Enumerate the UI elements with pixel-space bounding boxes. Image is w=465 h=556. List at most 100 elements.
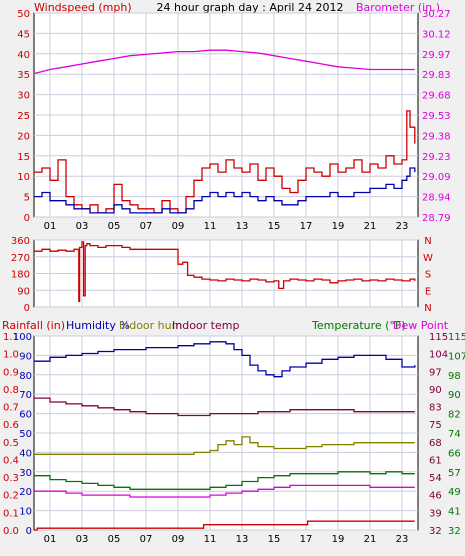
- rainfall-tick-label: 0.7: [3, 403, 19, 414]
- x-tick-label: 01: [44, 221, 57, 232]
- x-tick-label: 15: [268, 534, 281, 545]
- rainfall-axis-title: Rainfall (in): [2, 319, 65, 332]
- humidity-tick-label: 100: [13, 332, 32, 343]
- indoor-temp-tick-label: 32: [429, 526, 442, 537]
- temperature-axis-title: Temperature (°F): [311, 319, 406, 332]
- indoor-temp-tick-label: 75: [429, 420, 442, 431]
- series-line-humidity: [34, 341, 416, 378]
- compass-tick-label: W: [423, 253, 433, 264]
- chart-title: 24 hour graph day : April 24 2012: [157, 1, 344, 14]
- x-tick-label: 07: [140, 221, 153, 232]
- x-tick-label: 17: [300, 534, 313, 545]
- indoor-temp-tick-label: 90: [429, 385, 442, 396]
- x-tick-label: 19: [332, 534, 345, 545]
- temperature-tick-label: 57: [448, 468, 461, 479]
- barometer-tick-label: 28.79: [422, 213, 451, 224]
- x-tick-label: 19: [332, 221, 345, 232]
- barometer-tick-label: 29.23: [422, 152, 451, 163]
- series-line-rainfall: [34, 520, 415, 531]
- indoor-temp-tick-label: 115: [429, 332, 448, 343]
- compass-tick-label: E: [425, 286, 431, 297]
- humidity-tick-label: 80: [19, 371, 32, 382]
- compass-tick-label: S: [425, 270, 431, 281]
- direction-tick-label: 360: [11, 236, 30, 247]
- direction-tick-label: 270: [11, 253, 30, 264]
- direction-tick-label: 0: [24, 303, 30, 314]
- barometer-tick-label: 29.09: [422, 172, 451, 183]
- humidity-tick-label: 60: [19, 410, 32, 421]
- indoor-temp-tick-label: 39: [429, 508, 442, 519]
- temperature-tick-label: 74: [448, 429, 461, 440]
- x-tick-label: 11: [204, 221, 217, 232]
- rainfall-tick-label: 0.9: [3, 367, 19, 378]
- temperature-tick-label: 82: [448, 410, 461, 421]
- x-tick-label: 15: [268, 221, 281, 232]
- direction-tick-label: 180: [11, 270, 30, 281]
- windspeed-tick-label: 40: [17, 50, 30, 61]
- windspeed-tick-label: 10: [17, 172, 30, 183]
- x-tick-label: 03: [76, 221, 89, 232]
- humidity-tick-label: 0: [26, 526, 32, 537]
- rainfall-tick-label: 0.8: [3, 385, 19, 396]
- barometer-axis-title: Barometer (in.): [356, 1, 440, 14]
- windspeed-tick-label: 15: [17, 152, 30, 163]
- series-line-indoor-hum: [34, 436, 415, 455]
- rainfall-tick-label: 0.4: [3, 455, 19, 466]
- humidity-tick-label: 20: [19, 487, 32, 498]
- barometer-tick-label: 28.94: [422, 193, 451, 204]
- temperature-tick-label: 49: [448, 487, 461, 498]
- rainfall-tick-label: 0.0: [3, 526, 19, 537]
- direction-tick-label: 90: [17, 286, 30, 297]
- windspeed-tick-label: 45: [17, 29, 30, 40]
- series-line-wind-gust: [34, 167, 416, 214]
- barometer-tick-label: 29.53: [422, 111, 451, 122]
- indoor-temp-axis-title: Indoor temp: [172, 319, 239, 332]
- barometer-tick-label: 29.97: [422, 50, 451, 61]
- windspeed-tick-label: 50: [17, 9, 30, 20]
- indoor-temp-tick-label: 83: [429, 403, 442, 414]
- x-tick-label: 07: [140, 534, 153, 545]
- x-tick-label: 05: [108, 221, 121, 232]
- rainfall-tick-label: 0.1: [3, 508, 19, 519]
- x-tick-label: 03: [76, 534, 89, 545]
- rainfall-tick-label: 0.6: [3, 420, 19, 431]
- humidity-tick-label: 70: [19, 390, 32, 401]
- humidity-tick-label: 40: [19, 448, 32, 459]
- indoor-temp-tick-label: 46: [429, 491, 442, 502]
- compass-tick-label: N: [424, 236, 431, 247]
- x-tick-label: 09: [172, 221, 185, 232]
- humidity-tick-label: 90: [19, 351, 32, 362]
- windspeed-tick-label: 30: [17, 91, 30, 102]
- windspeed-tick-label: 5: [24, 193, 30, 204]
- barometer-tick-label: 29.83: [422, 70, 451, 81]
- rainfall-tick-label: 0.5: [3, 438, 19, 449]
- barometer-tick-label: 30.27: [422, 9, 451, 20]
- humidity-tick-label: 10: [19, 507, 32, 518]
- indoor-temp-tick-label: 68: [429, 438, 442, 449]
- series-line-wind-direction: [34, 241, 416, 303]
- windspeed-tick-label: 25: [17, 111, 30, 122]
- x-tick-label: 13: [236, 221, 249, 232]
- rainfall-tick-label: 0.3: [3, 473, 19, 484]
- x-tick-label: 13: [236, 534, 249, 545]
- x-tick-label: 11: [204, 534, 217, 545]
- windspeed-tick-label: 0: [24, 213, 30, 224]
- x-tick-label: 09: [172, 534, 185, 545]
- windspeed-tick-label: 20: [17, 131, 30, 142]
- dewpoint-axis-title: Dew Point: [393, 319, 449, 332]
- rainfall-tick-label: 1.0: [3, 350, 19, 361]
- humidity-axis-title: Humidity %: [66, 319, 130, 332]
- barometer-tick-label: 30.12: [422, 29, 451, 40]
- temperature-tick-label: 107: [448, 351, 465, 362]
- x-tick-label: 23: [396, 534, 409, 545]
- x-tick-label: 23: [396, 221, 409, 232]
- series-line-barometer: [33, 49, 415, 75]
- barometer-tick-label: 29.68: [422, 91, 451, 102]
- series-line-temperature: [34, 471, 415, 490]
- barometer-tick-label: 29.38: [422, 131, 451, 142]
- compass-tick-label: N: [424, 303, 431, 314]
- x-tick-label: 01: [44, 534, 57, 545]
- humidity-tick-label: 50: [19, 429, 32, 440]
- x-tick-label: 21: [364, 221, 377, 232]
